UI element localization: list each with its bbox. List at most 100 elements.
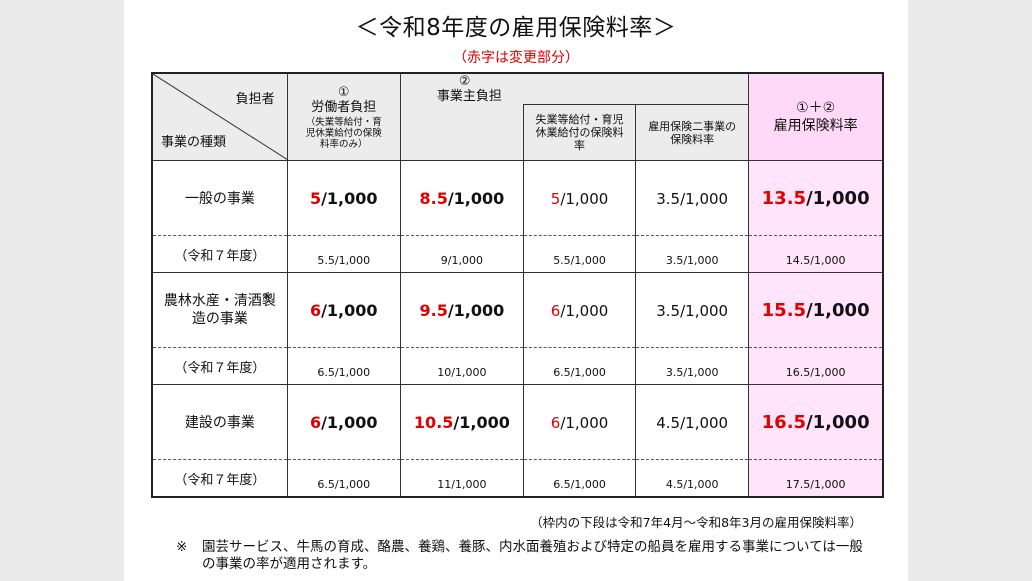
employer-header-cell: ② 事業主負担 <box>399 72 750 105</box>
prev-rate: 10/1,000 <box>437 365 487 379</box>
prev-worker-cell: 6.5/1,000 <box>286 459 401 498</box>
category-cell: 農林水産・清酒製造の事業 ※ <box>151 272 288 348</box>
prev-label-cell: （令和７年度） <box>151 347 288 385</box>
total-rate-cell: 13.5/1,000 <box>748 160 884 236</box>
table-row-previous: （令和７年度） 6.5/1,000 11/1,000 6.5/1,000 4.5… <box>151 459 884 498</box>
rate-unit: /1,000 <box>321 412 378 432</box>
sub2-rate-cell: 3.5/1,000 <box>635 160 750 236</box>
sub2-rate-cell: 4.5/1,000 <box>635 384 750 460</box>
prev-worker-cell: 5.5/1,000 <box>286 235 401 273</box>
employer-rate-cell: 9.5/1,000 <box>399 272 524 348</box>
rate-value: 3.5/1,000 <box>656 301 729 320</box>
prev-rate: 3.5/1,000 <box>665 253 719 267</box>
rate-changed: 6 <box>550 413 561 432</box>
prev-label-cell: （令和７年度） <box>151 459 288 498</box>
rate-unit: /1,000 <box>560 301 609 320</box>
prev-sub2-cell: 3.5/1,000 <box>635 235 750 273</box>
sub1-rate-cell: 5/1,000 <box>522 160 637 236</box>
rate-changed: 5 <box>550 189 561 208</box>
worker-note: （失業等給付・育児休業給付の保険料率のみ） <box>305 116 382 150</box>
rate-changed: 6 <box>550 301 561 320</box>
rate-unit: /1,000 <box>806 411 870 433</box>
employer-rate-cell: 8.5/1,000 <box>399 160 524 236</box>
total-rate-cell: 16.5/1,000 <box>748 384 884 460</box>
employer-spacer-cell <box>399 104 524 161</box>
rate-changed: 8.5 <box>419 188 448 208</box>
table-row-previous: （令和７年度） 5.5/1,000 9/1,000 5.5/1,000 3.5/… <box>151 235 884 273</box>
rate-changed: 9.5 <box>419 300 448 320</box>
prev-rate: 6.5/1,000 <box>317 365 371 379</box>
rate-unit: /1,000 <box>806 299 870 321</box>
rate-value: 4.5/1,000 <box>656 413 729 432</box>
rate-unit: /1,000 <box>447 188 505 208</box>
category-cell: 一般の事業 <box>151 160 288 236</box>
employer-sub1-header: 失業等給付・育児休業給付の保険料率 <box>522 104 637 161</box>
sub1-rate-cell: 6/1,000 <box>522 384 637 460</box>
employer-main-label: 事業主負担 <box>436 89 502 105</box>
prev-total-cell: 14.5/1,000 <box>748 235 884 273</box>
employer-sub2-label: 雇用保険二事業の保険料率 <box>648 119 737 146</box>
rate-changed: 5 <box>309 188 322 208</box>
footnote-mark: ※ <box>176 539 188 555</box>
diagonal-header-cell: 負担者 事業の種類 <box>151 72 288 161</box>
prev-rate: 9/1,000 <box>440 253 483 267</box>
category-name: 一般の事業 <box>184 191 255 207</box>
prev-sub2-cell: 4.5/1,000 <box>635 459 750 498</box>
table-row: 一般の事業 5/1,000 8.5/1,000 5/1,000 3.5/1,00… <box>151 160 884 236</box>
category-label: 事業の種類 <box>161 135 227 150</box>
sub1-rate-cell: 6/1,000 <box>522 272 637 348</box>
period-note: （枠内の下段は令和7年4月～令和8年3月の雇用保険料率） <box>530 515 862 530</box>
rate-changed: 13.5 <box>761 187 807 209</box>
prev-employer-cell: 10/1,000 <box>399 347 524 385</box>
rate-unit: /1,000 <box>806 187 870 209</box>
prev-sub1-cell: 6.5/1,000 <box>522 459 637 498</box>
prev-total-cell: 16.5/1,000 <box>748 347 884 385</box>
prev-rate: 6.5/1,000 <box>553 477 606 491</box>
prev-year-label: （令和７年度） <box>174 248 266 264</box>
prev-rate: 11/1,000 <box>437 477 487 491</box>
table-row: 建設の事業 6/1,000 10.5/1,000 6/1,000 4.5/1,0… <box>151 384 884 460</box>
page-subtitle: （赤字は変更部分） <box>453 50 579 66</box>
rate-unit: /1,000 <box>447 300 505 320</box>
total-rate-cell: 15.5/1,000 <box>748 272 884 348</box>
document-page: ＜令和8年度の雇用保険料率＞ （赤字は変更部分） 負担者 事業の種類 <box>124 0 908 581</box>
diagonal-line <box>153 74 288 160</box>
category-name: 農林水産・清酒製造の事業 <box>163 293 276 327</box>
prev-sub1-cell: 6.5/1,000 <box>522 347 637 385</box>
employer-rate-cell: 10.5/1,000 <box>399 384 524 460</box>
prev-employer-cell: 9/1,000 <box>399 235 524 273</box>
sub2-rate-cell: 3.5/1,000 <box>635 272 750 348</box>
rate-unit: /1,000 <box>560 413 609 432</box>
category-name: 建設の事業 <box>184 415 255 431</box>
employer-sub2-header: 雇用保険二事業の保険料率 <box>635 104 750 161</box>
table-row-previous: （令和７年度） 6.5/1,000 10/1,000 6.5/1,000 3.5… <box>151 347 884 385</box>
worker-rate-cell: 6/1,000 <box>286 272 401 348</box>
rate-changed: 16.5 <box>761 411 807 433</box>
prev-rate: 6.5/1,000 <box>317 477 371 491</box>
worker-header-cell: ① 労働者負担 （失業等給付・育児休業給付の保険料率のみ） <box>286 72 401 161</box>
prev-rate: 5.5/1,000 <box>317 253 371 267</box>
prev-total-cell: 17.5/1,000 <box>748 459 884 498</box>
footnote-text: 園芸サービス、牛馬の育成、酪農、養鶏、養豚、内水面養殖および特定の船員を雇用する… <box>202 539 863 572</box>
worker-rate-cell: 6/1,000 <box>286 384 401 460</box>
rate-unit: /1,000 <box>560 189 609 208</box>
footnote: ※ 園芸サービス、牛馬の育成、酪農、養鶏、養豚、内水面養殖および特定の船員を雇用… <box>176 539 876 573</box>
prev-rate: 16.5/1,000 <box>785 365 846 379</box>
prev-sub2-cell: 3.5/1,000 <box>635 347 750 385</box>
prev-rate: 17.5/1,000 <box>785 477 846 491</box>
worker-num: ① <box>337 84 350 100</box>
insurance-rate-table: 負担者 事業の種類 ① 労働者負担 （失業等給付・育児休業給付の保険料率のみ） … <box>151 72 884 498</box>
prev-worker-cell: 6.5/1,000 <box>286 347 401 385</box>
payer-label: 負担者 <box>235 92 275 107</box>
prev-sub1-cell: 5.5/1,000 <box>522 235 637 273</box>
employer-num: ② <box>458 74 471 90</box>
rate-unit: /1,000 <box>453 412 510 432</box>
rate-changed: 6 <box>309 412 322 432</box>
prev-year-label: （令和７年度） <box>174 360 266 376</box>
category-cell: 建設の事業 <box>151 384 288 460</box>
prev-rate: 4.5/1,000 <box>665 477 719 491</box>
rate-value: 3.5/1,000 <box>656 189 729 208</box>
rate-changed: 10.5 <box>413 412 454 432</box>
prev-year-label: （令和７年度） <box>174 472 266 488</box>
prev-employer-cell: 11/1,000 <box>399 459 524 498</box>
